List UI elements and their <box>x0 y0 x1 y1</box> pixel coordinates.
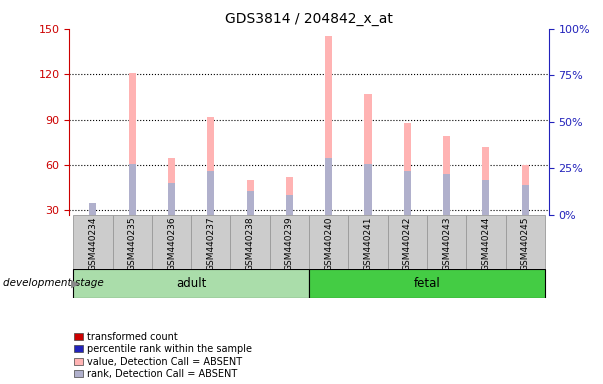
Text: GSM440237: GSM440237 <box>206 217 215 271</box>
Bar <box>482 147 490 215</box>
Bar <box>505 215 545 269</box>
Text: adult: adult <box>176 277 206 290</box>
Text: GSM440240: GSM440240 <box>324 217 333 271</box>
Bar <box>247 180 254 215</box>
Bar <box>466 215 505 269</box>
Bar <box>443 136 450 215</box>
Bar <box>404 122 411 215</box>
Text: GSM440245: GSM440245 <box>520 217 529 271</box>
Bar <box>325 36 332 215</box>
Bar <box>230 215 270 269</box>
Bar <box>325 157 332 215</box>
Bar <box>522 185 529 215</box>
Bar <box>74 215 113 269</box>
Text: GSM440239: GSM440239 <box>285 217 294 271</box>
Text: fetal: fetal <box>414 277 440 290</box>
Bar <box>427 215 466 269</box>
Bar <box>128 164 136 215</box>
Legend: transformed count, percentile rank within the sample, value, Detection Call = AB: transformed count, percentile rank withi… <box>74 332 252 379</box>
Bar <box>207 171 214 215</box>
Text: GSM440234: GSM440234 <box>89 217 98 271</box>
Title: GDS3814 / 204842_x_at: GDS3814 / 204842_x_at <box>225 12 393 26</box>
Bar <box>89 203 96 215</box>
Bar <box>74 269 309 298</box>
Text: GSM440242: GSM440242 <box>403 217 412 271</box>
Bar <box>309 215 349 269</box>
Bar <box>207 117 214 215</box>
Bar <box>286 177 293 215</box>
Bar <box>247 191 254 215</box>
Bar <box>113 215 152 269</box>
Text: development stage: development stage <box>3 278 104 288</box>
Bar <box>168 157 175 215</box>
Bar <box>443 174 450 215</box>
Bar <box>191 215 230 269</box>
Bar <box>128 73 136 215</box>
Text: GSM440238: GSM440238 <box>245 217 254 271</box>
Text: GSM440243: GSM440243 <box>442 217 451 271</box>
Text: GSM440235: GSM440235 <box>128 217 137 271</box>
Bar <box>404 171 411 215</box>
Text: ▶: ▶ <box>71 278 80 288</box>
Bar <box>349 215 388 269</box>
Bar <box>309 269 545 298</box>
Bar <box>89 210 96 215</box>
Bar <box>364 164 371 215</box>
Bar <box>364 94 371 215</box>
Bar <box>286 195 293 215</box>
Text: GSM440241: GSM440241 <box>364 217 373 271</box>
Bar <box>482 180 490 215</box>
Text: GSM440236: GSM440236 <box>167 217 176 271</box>
Bar <box>152 215 191 269</box>
Text: GSM440244: GSM440244 <box>481 217 490 271</box>
Bar <box>168 183 175 215</box>
Bar <box>270 215 309 269</box>
Bar <box>522 165 529 215</box>
Bar <box>388 215 427 269</box>
